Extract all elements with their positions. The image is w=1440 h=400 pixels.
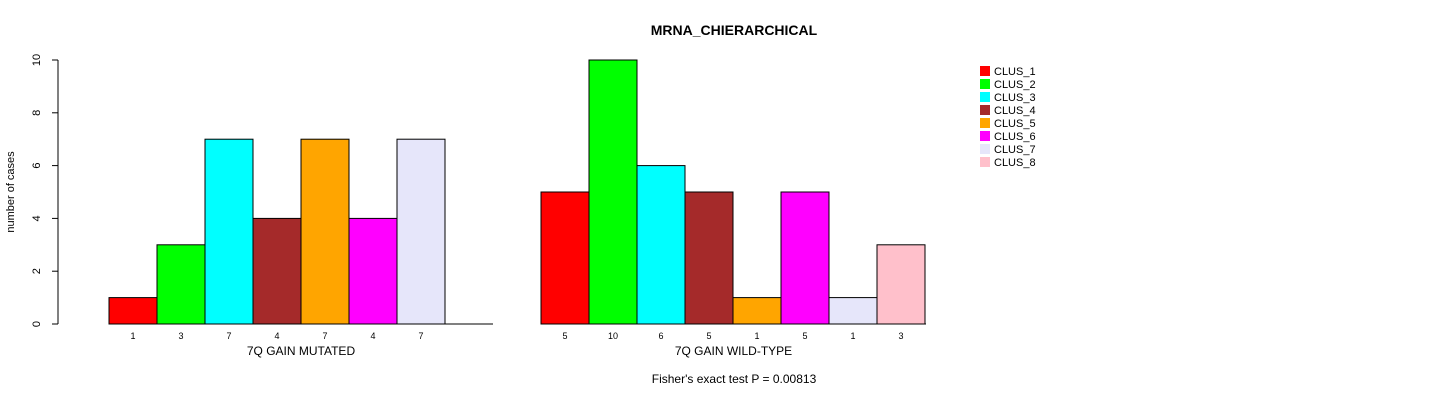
y-tick-label-10: 10: [31, 54, 43, 66]
bar-group2-clus_3: [636, 165, 686, 325]
bar-group-2: 5 10 6 5 1 5 1 3 7Q GAIN WILD-TYPE: [540, 59, 926, 358]
bar-count-label: 5: [706, 331, 711, 341]
legend-swatch-clus_3: [980, 92, 990, 102]
bar-group1-clus_4: [252, 217, 302, 325]
bar-count-label: 5: [802, 331, 807, 341]
bar-count-label: 5: [562, 331, 567, 341]
chart-title: MRNA_CHIERARCHICAL: [651, 22, 818, 38]
bar-count-label: 3: [178, 331, 183, 341]
bar-group2-clus_5: [732, 297, 782, 325]
legend-label-clus_8: CLUS_8: [994, 157, 1036, 169]
bar-group2-clus_7: [828, 297, 878, 325]
y-tick-label-8: 8: [31, 110, 43, 116]
legend-swatch-clus_5: [980, 118, 990, 128]
legend-label-clus_4: CLUS_4: [994, 105, 1036, 117]
legend-label-clus_3: CLUS_3: [994, 92, 1036, 104]
bar-group2-clus_4: [684, 191, 734, 325]
bar-count-label: 6: [658, 331, 663, 341]
bar-count-label: 10: [608, 331, 618, 341]
bar-group1-clus_1: [108, 297, 158, 325]
bar-group1-clus_5: [300, 138, 350, 325]
legend: CLUS_1CLUS_2CLUS_3CLUS_4CLUS_5CLUS_6CLUS…: [980, 66, 1036, 169]
legend-label-clus_5: CLUS_5: [994, 118, 1036, 130]
bar-group1-clus_6: [348, 217, 398, 325]
bar-group1-clus_7: [396, 138, 446, 325]
legend-swatch-clus_1: [980, 66, 990, 76]
bar-group2-clus_8: [876, 244, 926, 325]
legend-label-clus_2: CLUS_2: [994, 79, 1036, 91]
legend-swatch-clus_6: [980, 131, 990, 141]
bar-count-label: 7: [418, 331, 423, 341]
y-axis-label: number of cases: [5, 151, 17, 233]
bar-count-label: 1: [850, 331, 855, 341]
y-tick-label-0: 0: [31, 321, 43, 327]
bar-group-1: 1 3 7 4 7 4 7 7Q GAIN MUTATED: [108, 138, 493, 358]
bar-group1-clus_2: [156, 244, 206, 325]
bar-group2-clus_2: [588, 59, 638, 325]
y-axis: 0 2 4 6 8 10: [31, 54, 59, 327]
legend-label-clus_6: CLUS_6: [994, 131, 1036, 143]
y-tick-label-2: 2: [31, 268, 43, 274]
bar-count-label: 3: [898, 331, 903, 341]
bar-count-label: 1: [754, 331, 759, 341]
group-label: 7Q GAIN MUTATED: [247, 344, 356, 358]
bar-count-label: 4: [274, 331, 279, 341]
bar-count-label: 7: [226, 331, 231, 341]
fisher-test-footnote: Fisher's exact test P = 0.00813: [652, 372, 817, 386]
bar-group1-clus_3: [204, 138, 254, 325]
bar-groups: 1 3 7 4 7 4 7 7Q GAIN MUTATED 5 10 6 5 1 5 1 3 7Q GAIN W…: [108, 59, 926, 358]
legend-swatch-clus_2: [980, 79, 990, 89]
y-tick-label-4: 4: [31, 215, 43, 221]
legend-swatch-clus_4: [980, 105, 990, 115]
bar-count-label: 1: [130, 331, 135, 341]
legend-label-clus_7: CLUS_7: [994, 144, 1036, 156]
bar-group2-clus_1: [540, 191, 590, 325]
legend-swatch-clus_7: [980, 144, 990, 154]
y-tick-label-6: 6: [31, 163, 43, 169]
legend-label-clus_1: CLUS_1: [994, 66, 1036, 78]
bar-count-label: 4: [370, 331, 375, 341]
group-label: 7Q GAIN WILD-TYPE: [675, 344, 792, 358]
bar-count-label: 7: [322, 331, 327, 341]
legend-swatch-clus_8: [980, 157, 990, 167]
bar-group2-clus_6: [780, 191, 830, 325]
